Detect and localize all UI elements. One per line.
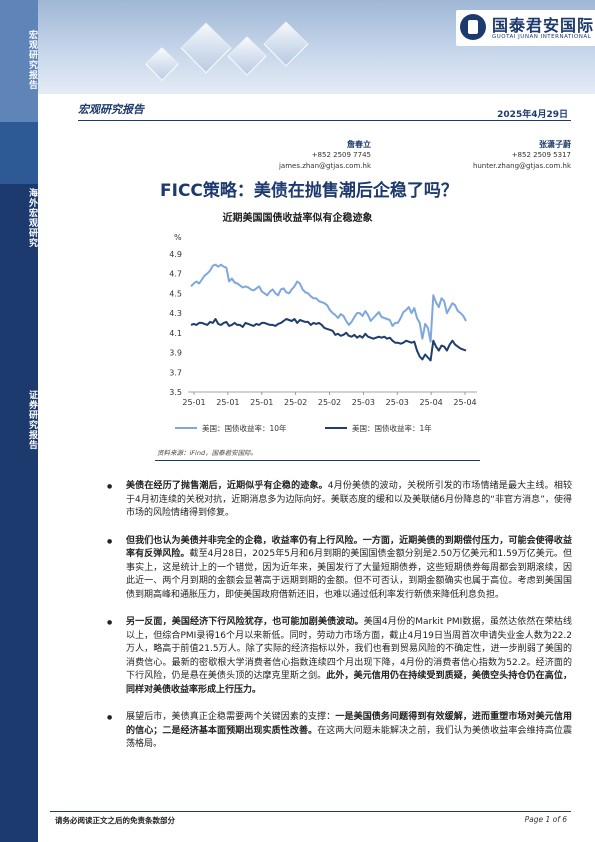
page-number: Page 1 of 6: [524, 815, 567, 824]
header-banner: 国泰君安国际 GUOTAI JUNAN INTERNATIONAL: [38, 0, 595, 94]
chart-source: 资料来源：iFind，国泰君安国际。: [157, 449, 258, 457]
bullet-strong: 此外，美元信用仍在持续受到质疑，美债空头持仓仍在高位，同样对美债收益率形成上行压…: [126, 671, 572, 695]
author-name: 詹春立: [347, 140, 371, 149]
bullet-text: 4月份美债的波动，关税所引发的市场情绪是最大主线。相较于4月初连续的关税对抗，近…: [126, 481, 572, 518]
x-tick-label: 25-04: [420, 398, 443, 407]
diamond-graphic: [227, 36, 267, 76]
y-tick-label: 4.3: [169, 309, 182, 318]
bullet-strong: 美债在经历了抛售潮后，近期似乎有企稳的迹象。: [126, 481, 328, 491]
y-tick-label: 4.9: [169, 250, 182, 259]
y-axis-unit: %: [174, 233, 182, 242]
bullet-item: 另一反面，美国经济下行风险犹存，也可能加剧美债波动。美国4月份的Markit P…: [107, 616, 572, 697]
x-tick-label: 25-01: [250, 398, 273, 407]
sidebar-band-mid: [0, 122, 38, 184]
series-line-1y: [190, 318, 467, 362]
x-tick-label: 25-02: [284, 398, 307, 407]
x-tick-label: 25-01: [182, 398, 205, 407]
y-tick-label: 3.5: [169, 388, 182, 397]
divider: [50, 811, 571, 812]
x-tick-label: 25-02: [318, 398, 341, 407]
legend-label-1y: 美国：国债收益率：1年: [352, 423, 432, 433]
bullet-text: 截至4月28日，2025年5月和6月到期的美国国债金额分别是2.50万亿美元和1…: [126, 549, 572, 600]
bullet-strong: 一是美国债务问题得到有效缓解，进而重塑市场对美元信用的信心；二是经济基本面预期出…: [126, 712, 572, 736]
sidebar: 宏观研究报告 海外宏观研究 证券研究报告: [0, 0, 38, 842]
bullet-text: 展望后市，美债真正企稳需要两个关键因素的支撑：: [126, 712, 336, 722]
logo-text-cn: 国泰君安国际: [492, 16, 595, 35]
sidebar-band-top: [0, 0, 38, 122]
x-tick-label: 25-03: [352, 398, 375, 407]
diamond-graphic: [180, 22, 232, 74]
disclaimer-note: 请务必阅读正文之后的免责条款部分: [55, 816, 175, 825]
divider: [78, 120, 571, 121]
y-tick-label: 4.1: [169, 329, 182, 338]
divider: [155, 460, 480, 461]
author-phone: +852 2509 5317: [511, 151, 571, 159]
bullet-item: 展望后市，美债真正企稳需要两个关键因素的支撑：一是美国债务问题得到有效缓解，进而…: [107, 711, 572, 752]
y-tick-label: 4.7: [169, 270, 182, 279]
chart-title: 近期美国国债收益率似有企稳迹象: [222, 213, 373, 224]
legend-label-10y: 美国：国债收益率：10年: [202, 423, 287, 433]
key-points: 美债在经历了抛售潮后，近期似乎有企稳的迹象。4月份美债的波动，关税所引发的市场情…: [107, 480, 572, 752]
author-email[interactable]: hunter.zhang@gtjas.com.hk: [472, 162, 571, 170]
author-name: 张潇子蔚: [539, 140, 571, 149]
author-email[interactable]: james.zhan@gtjas.com.hk: [278, 162, 371, 170]
diamond-graphic: [263, 21, 309, 67]
diamond-graphic: [145, 47, 179, 81]
bullet-strong: 另一反面，美国经济下行风险犹存，也可能加剧美债波动。: [126, 617, 364, 627]
bullet-item: 美债在经历了抛售潮后，近期似乎有企稳的迹象。4月份美债的波动，关税所引发的市场情…: [107, 480, 572, 521]
series-line-10y: [190, 263, 467, 343]
y-tick-label: 4.5: [169, 289, 182, 298]
sidebar-label-macro-report: 宏观研究报告: [27, 30, 37, 90]
x-tick-label: 25-01: [216, 398, 239, 407]
sidebar-label-overseas-macro: 海外宏观研究: [27, 188, 37, 248]
y-tick-label: 3.7: [169, 368, 182, 377]
bullet-text: 美国4月份的Markit PMI数据，虽然达依然在荣枯线以上，但综合PMI录得1…: [126, 617, 572, 681]
x-tick-label: 25-04: [453, 398, 476, 407]
bullet-item: 但我们也认为美债并非完全的企稳，收益率仍有上行风险。一方面，近期美债的到期偿付压…: [107, 535, 572, 603]
sidebar-label-securities-report: 证券研究报告: [27, 390, 37, 450]
y-tick-label: 3.9: [169, 349, 182, 358]
logo-text-en: GUOTAI JUNAN INTERNATIONAL: [492, 34, 592, 40]
report-date: 2025年4月29日: [497, 110, 568, 120]
author-block: 张潇子蔚 +852 2509 5317 hunter.zhang@gtjas.c…: [473, 139, 571, 172]
yield-chart: % 3.5 3.7 3.9 4.1 4.3 4.5 4.7 4.9 25-01 25-01 25-01…: [169, 233, 477, 433]
bullet-strong: 但我们也认为美债并非完全的企稳，收益率仍有上行风险。一方面，近期美债的到期偿付压…: [126, 535, 572, 560]
author-block: 詹春立 +852 2509 7745 james.zhan@gtjas.com.…: [279, 139, 371, 172]
bullet-text: 在这两大问题未能解决之前，我们认为美债收益率会维持高位震荡格局。: [126, 725, 572, 750]
x-tick-label: 25-03: [386, 398, 409, 407]
report-type: 宏观研究报告: [78, 103, 144, 116]
company-logo: 国泰君安国际 GUOTAI JUNAN INTERNATIONAL: [456, 10, 595, 46]
report-title: FICC策略：美债在抛售潮后企稳了吗？: [160, 181, 458, 201]
author-phone: +852 2509 7745: [311, 151, 371, 159]
logo-mark-icon: [460, 14, 486, 40]
